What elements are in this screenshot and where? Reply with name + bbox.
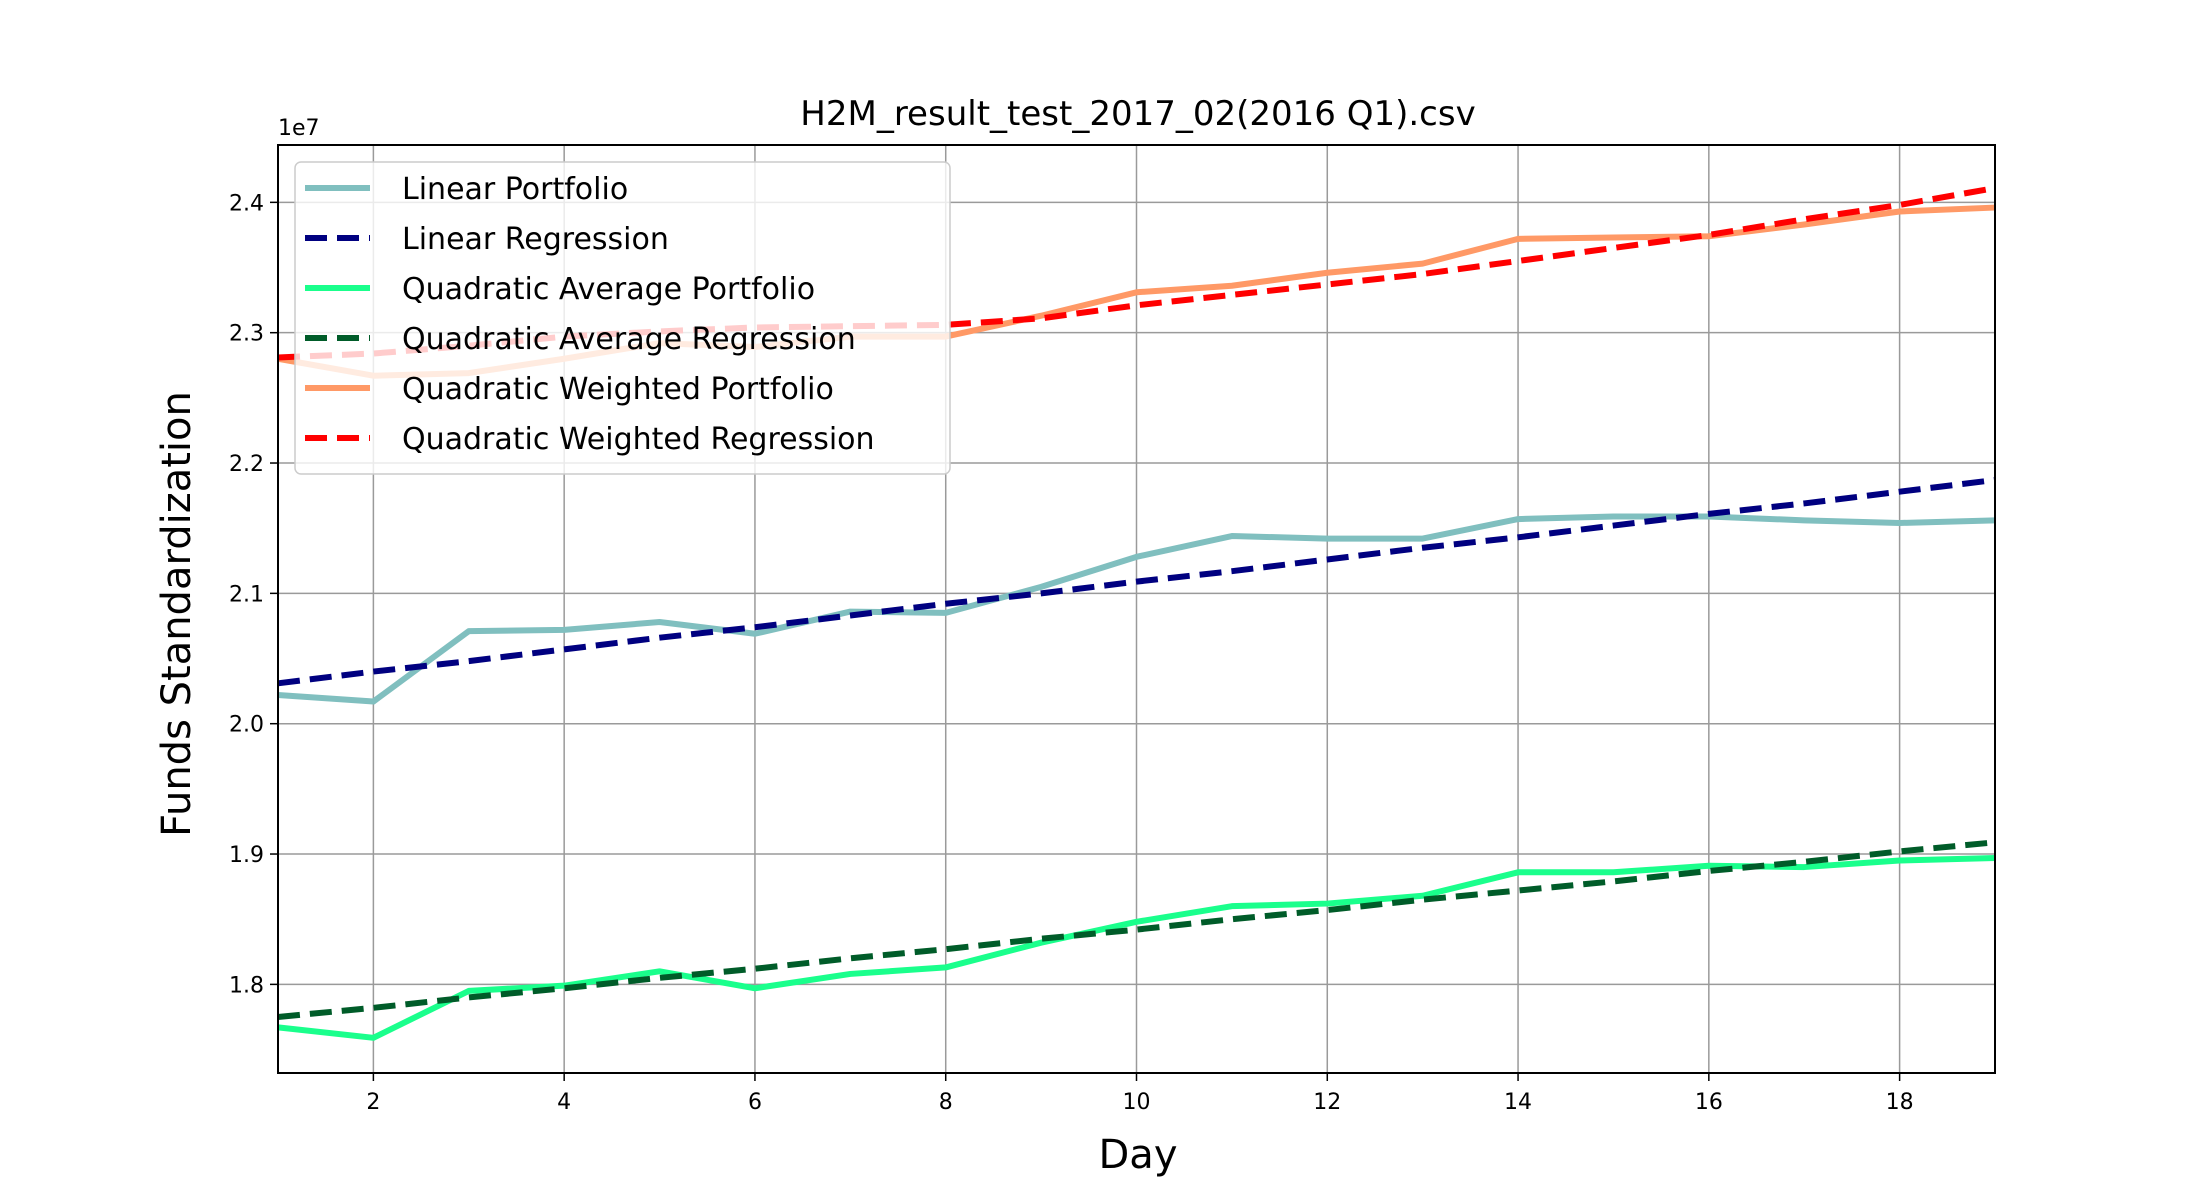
y-tick-label: 1.8 bbox=[229, 973, 264, 998]
x-axis-title: Day bbox=[1099, 1132, 1178, 1178]
y-tick-label: 1.9 bbox=[229, 843, 264, 868]
x-tick-label: 14 bbox=[1504, 1090, 1532, 1115]
series-line-quadratic-average-portfolio bbox=[277, 854, 1996, 1041]
legend-box bbox=[294, 161, 951, 475]
y-tick-label: 2.2 bbox=[229, 452, 264, 477]
series-lines bbox=[277, 185, 1996, 1041]
x-tick-label: 10 bbox=[1123, 1090, 1151, 1115]
legend-label: Quadratic Weighted Regression bbox=[402, 422, 875, 457]
chart-title: H2M_result_test_2017_02(2016 Q1).csv bbox=[800, 94, 1475, 134]
series-line-linear-regression bbox=[277, 476, 1996, 687]
x-tick-label: 2 bbox=[366, 1090, 380, 1115]
y-axis-title: Funds Standardization bbox=[154, 391, 200, 837]
x-tick-label: 8 bbox=[939, 1090, 953, 1115]
legend-label: Linear Regression bbox=[402, 222, 669, 257]
plot-area-frame bbox=[277, 144, 1996, 1074]
legend: Linear Portfolio Linear Regression Quadrat… bbox=[294, 161, 951, 475]
legend-label: Quadratic Average Regression bbox=[402, 322, 856, 357]
x-tick-label: 12 bbox=[1313, 1090, 1341, 1115]
y-tick-label: 2.4 bbox=[229, 191, 264, 216]
axis-ticks: 2 4 6 8 10 12 14 16 18 1.8 1.9 2.0 2.1 2.2 2.3 2.4 bbox=[229, 191, 1914, 1115]
x-tick-label: 18 bbox=[1886, 1090, 1914, 1115]
legend-label: Quadratic Average Portfolio bbox=[402, 272, 815, 307]
y-tick-label: 2.3 bbox=[229, 322, 264, 347]
x-tick-label: 4 bbox=[557, 1090, 571, 1115]
y-tick-label: 2.1 bbox=[229, 582, 264, 607]
y-axis-offset-label: 1e7 bbox=[278, 116, 320, 141]
x-tick-label: 6 bbox=[748, 1090, 762, 1115]
y-tick-label: 2.0 bbox=[229, 713, 264, 738]
x-tick-label: 16 bbox=[1695, 1090, 1723, 1115]
legend-label: Quadratic Weighted Portfolio bbox=[402, 372, 834, 407]
legend-label: Linear Portfolio bbox=[402, 172, 628, 207]
